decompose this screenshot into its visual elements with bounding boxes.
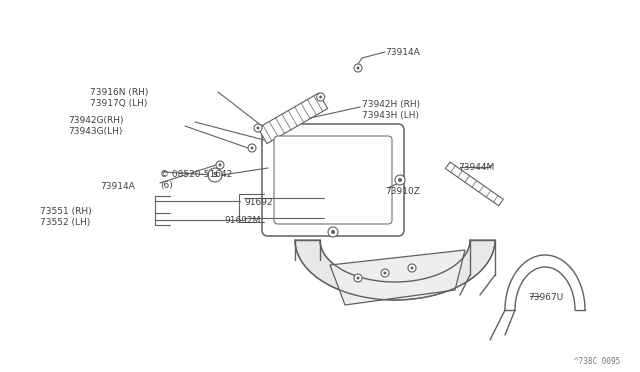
Polygon shape — [445, 162, 503, 206]
Circle shape — [395, 175, 405, 185]
Circle shape — [216, 161, 224, 169]
Text: 73942G(RH)
73943G(LH): 73942G(RH) 73943G(LH) — [68, 116, 124, 136]
Text: © 08520-51642
(6): © 08520-51642 (6) — [160, 170, 232, 190]
Text: 73914A: 73914A — [385, 48, 420, 57]
Polygon shape — [330, 250, 465, 305]
Circle shape — [250, 147, 253, 150]
Text: ^738C 0095: ^738C 0095 — [573, 357, 620, 366]
Circle shape — [356, 67, 360, 70]
Polygon shape — [295, 240, 495, 300]
Circle shape — [381, 269, 389, 277]
FancyBboxPatch shape — [274, 136, 392, 224]
Circle shape — [254, 124, 262, 132]
FancyBboxPatch shape — [262, 124, 404, 236]
Circle shape — [408, 264, 416, 272]
Circle shape — [356, 276, 360, 279]
Circle shape — [410, 266, 413, 269]
Circle shape — [257, 126, 259, 129]
Text: S: S — [212, 172, 218, 178]
Circle shape — [319, 96, 322, 99]
Circle shape — [248, 144, 256, 152]
Circle shape — [331, 230, 335, 234]
Text: 73942H (RH)
73943H (LH): 73942H (RH) 73943H (LH) — [362, 100, 420, 120]
Circle shape — [317, 93, 324, 101]
Text: 73967U: 73967U — [528, 293, 563, 302]
Circle shape — [383, 272, 387, 275]
Circle shape — [354, 64, 362, 72]
Circle shape — [398, 178, 402, 182]
Text: 73916N (RH)
73917Q (LH): 73916N (RH) 73917Q (LH) — [90, 88, 148, 108]
Circle shape — [208, 168, 222, 182]
Text: 73910Z: 73910Z — [385, 187, 420, 196]
Text: 91692M: 91692M — [224, 216, 260, 225]
Text: 73914A: 73914A — [100, 182, 135, 191]
Circle shape — [218, 164, 221, 167]
Circle shape — [354, 274, 362, 282]
Circle shape — [328, 227, 338, 237]
Polygon shape — [258, 93, 328, 144]
Text: 73551 (RH)
73552 (LH): 73551 (RH) 73552 (LH) — [40, 207, 92, 227]
Text: 91692: 91692 — [244, 198, 273, 207]
Text: 73944M: 73944M — [458, 163, 494, 172]
